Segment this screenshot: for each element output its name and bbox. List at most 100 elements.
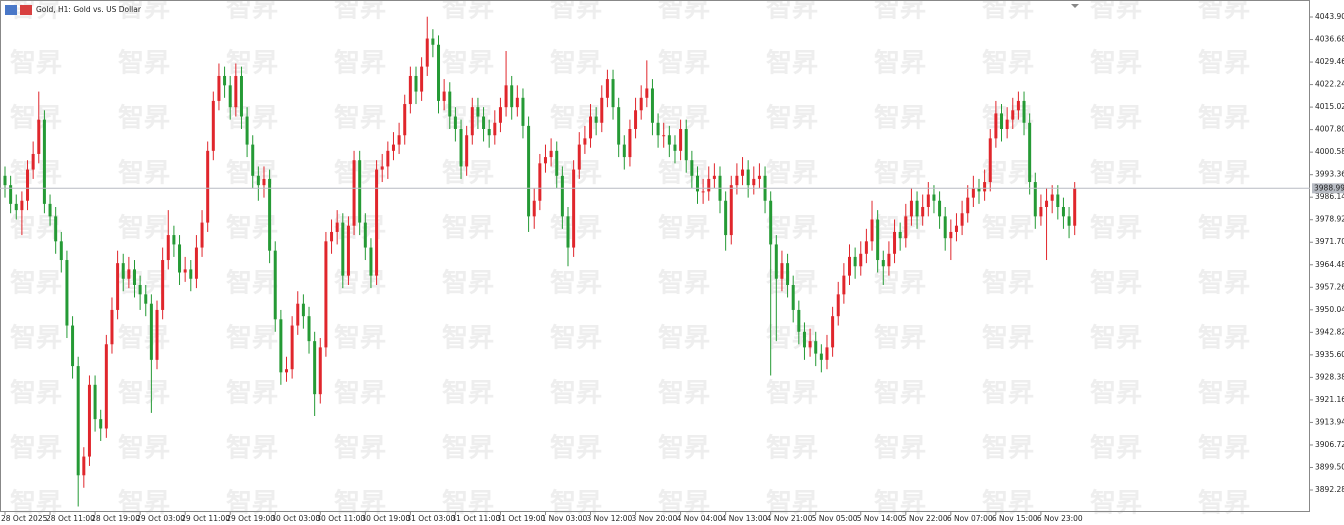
- watermark: 智昇: [658, 378, 710, 408]
- candle-body: [437, 44, 441, 101]
- x-tick-label: 6 Nov 23:00: [1037, 514, 1083, 523]
- watermark: 智昇: [118, 48, 170, 78]
- candle-body: [966, 197, 970, 214]
- candle-body: [724, 200, 728, 236]
- watermark: 智昇: [550, 433, 602, 463]
- x-tick-label: 5 Nov 14:00: [857, 514, 903, 523]
- x-tick-label: 28 Oct 19:00: [91, 514, 140, 523]
- x-tick-label: 28 Oct 11:00: [46, 514, 95, 523]
- candle-body: [1011, 110, 1015, 120]
- candle-body: [1016, 100, 1020, 111]
- candle-body: [127, 269, 131, 279]
- candle-body: [313, 341, 317, 395]
- watermark: 智昇: [334, 378, 386, 408]
- watermark: 智昇: [1090, 158, 1142, 188]
- candle-body: [695, 175, 699, 192]
- candle-body: [482, 116, 486, 130]
- candle-body: [470, 107, 474, 136]
- candle-body: [408, 75, 412, 105]
- candle-body: [363, 222, 367, 248]
- y-tick-label: 3913.94: [1315, 417, 1344, 426]
- watermark: 智昇: [1090, 103, 1142, 133]
- watermark: 智昇: [442, 48, 494, 78]
- watermark: 智昇: [658, 268, 710, 298]
- watermark: 智昇: [982, 268, 1034, 298]
- y-tick-label: 3921.16: [1315, 395, 1344, 404]
- candle-body: [1000, 113, 1004, 130]
- y-tick-label: 3964.48: [1315, 260, 1344, 269]
- watermark: 智昇: [10, 158, 62, 188]
- candle-body: [318, 347, 322, 395]
- watermark: 智昇: [1090, 378, 1142, 408]
- watermark: 智昇: [766, 323, 818, 353]
- candle-body: [296, 303, 300, 326]
- watermark: 智昇: [982, 433, 1034, 463]
- watermark: 智昇: [658, 488, 710, 518]
- candle-body: [493, 122, 497, 136]
- x-tick-label: 4 Nov 21:00: [767, 514, 813, 523]
- watermark: 智昇: [874, 48, 926, 78]
- candle-body: [223, 75, 227, 86]
- candle-body: [71, 325, 75, 367]
- x-tick-label: 29 Oct 19:00: [226, 514, 275, 523]
- candle-body: [245, 116, 249, 145]
- watermark: 智昇: [658, 213, 710, 243]
- candle-body: [898, 231, 902, 239]
- watermark: 智昇: [442, 433, 494, 463]
- candle-body: [819, 353, 823, 360]
- candle-body: [1022, 100, 1026, 123]
- watermark: 智昇: [982, 213, 1034, 243]
- candle-body: [909, 200, 913, 217]
- candle-body: [161, 260, 165, 310]
- symbol-icon: [5, 5, 17, 15]
- candle-body: [662, 135, 666, 137]
- candle-body: [487, 129, 491, 136]
- watermark: 智昇: [118, 0, 170, 23]
- watermark: 智昇: [1198, 103, 1250, 133]
- candle-body: [1056, 194, 1060, 207]
- candle-body: [729, 185, 733, 236]
- candle-body: [983, 182, 987, 192]
- symbol-icon: [20, 5, 32, 15]
- candle-body: [679, 129, 683, 151]
- y-tick-label: 3971.70: [1315, 237, 1344, 246]
- watermark: 智昇: [334, 488, 386, 518]
- candle-body: [1045, 200, 1049, 207]
- candle-body: [707, 178, 711, 192]
- candle-body: [538, 163, 542, 201]
- candle-body: [273, 250, 277, 320]
- candle-body: [510, 85, 514, 108]
- candle-body: [611, 79, 615, 108]
- watermark: 智昇: [550, 268, 602, 298]
- watermark: 智昇: [550, 378, 602, 408]
- watermark: 智昇: [550, 48, 602, 78]
- candle-body: [932, 194, 936, 201]
- candle-body: [65, 260, 69, 326]
- candle-body: [825, 347, 829, 360]
- candle-body: [712, 175, 716, 179]
- y-tick-label: 4007.80: [1315, 125, 1344, 134]
- candle-body: [425, 38, 429, 67]
- candle-body: [453, 116, 457, 130]
- candle-body: [459, 129, 463, 167]
- watermark: 智昇: [334, 433, 386, 463]
- candle-body: [864, 241, 868, 254]
- y-tick-label: 3899.50: [1315, 462, 1344, 471]
- candle-body: [802, 331, 806, 348]
- watermark: 智昇: [874, 323, 926, 353]
- candle-body: [251, 144, 255, 176]
- candle-body: [228, 85, 232, 108]
- watermark: 智昇: [10, 378, 62, 408]
- candle-body: [532, 200, 536, 217]
- candle-body: [20, 200, 24, 211]
- candle-body: [994, 113, 998, 139]
- candle-body: [650, 88, 654, 123]
- candle-body: [549, 150, 553, 158]
- x-tick-label: 1 Nov 03:00: [541, 514, 587, 523]
- x-tick-label: 4 Nov 13:00: [722, 514, 768, 523]
- candle-body: [375, 169, 379, 276]
- candle-body: [465, 135, 469, 167]
- watermark: 智昇: [334, 0, 386, 23]
- candle-body: [848, 256, 851, 276]
